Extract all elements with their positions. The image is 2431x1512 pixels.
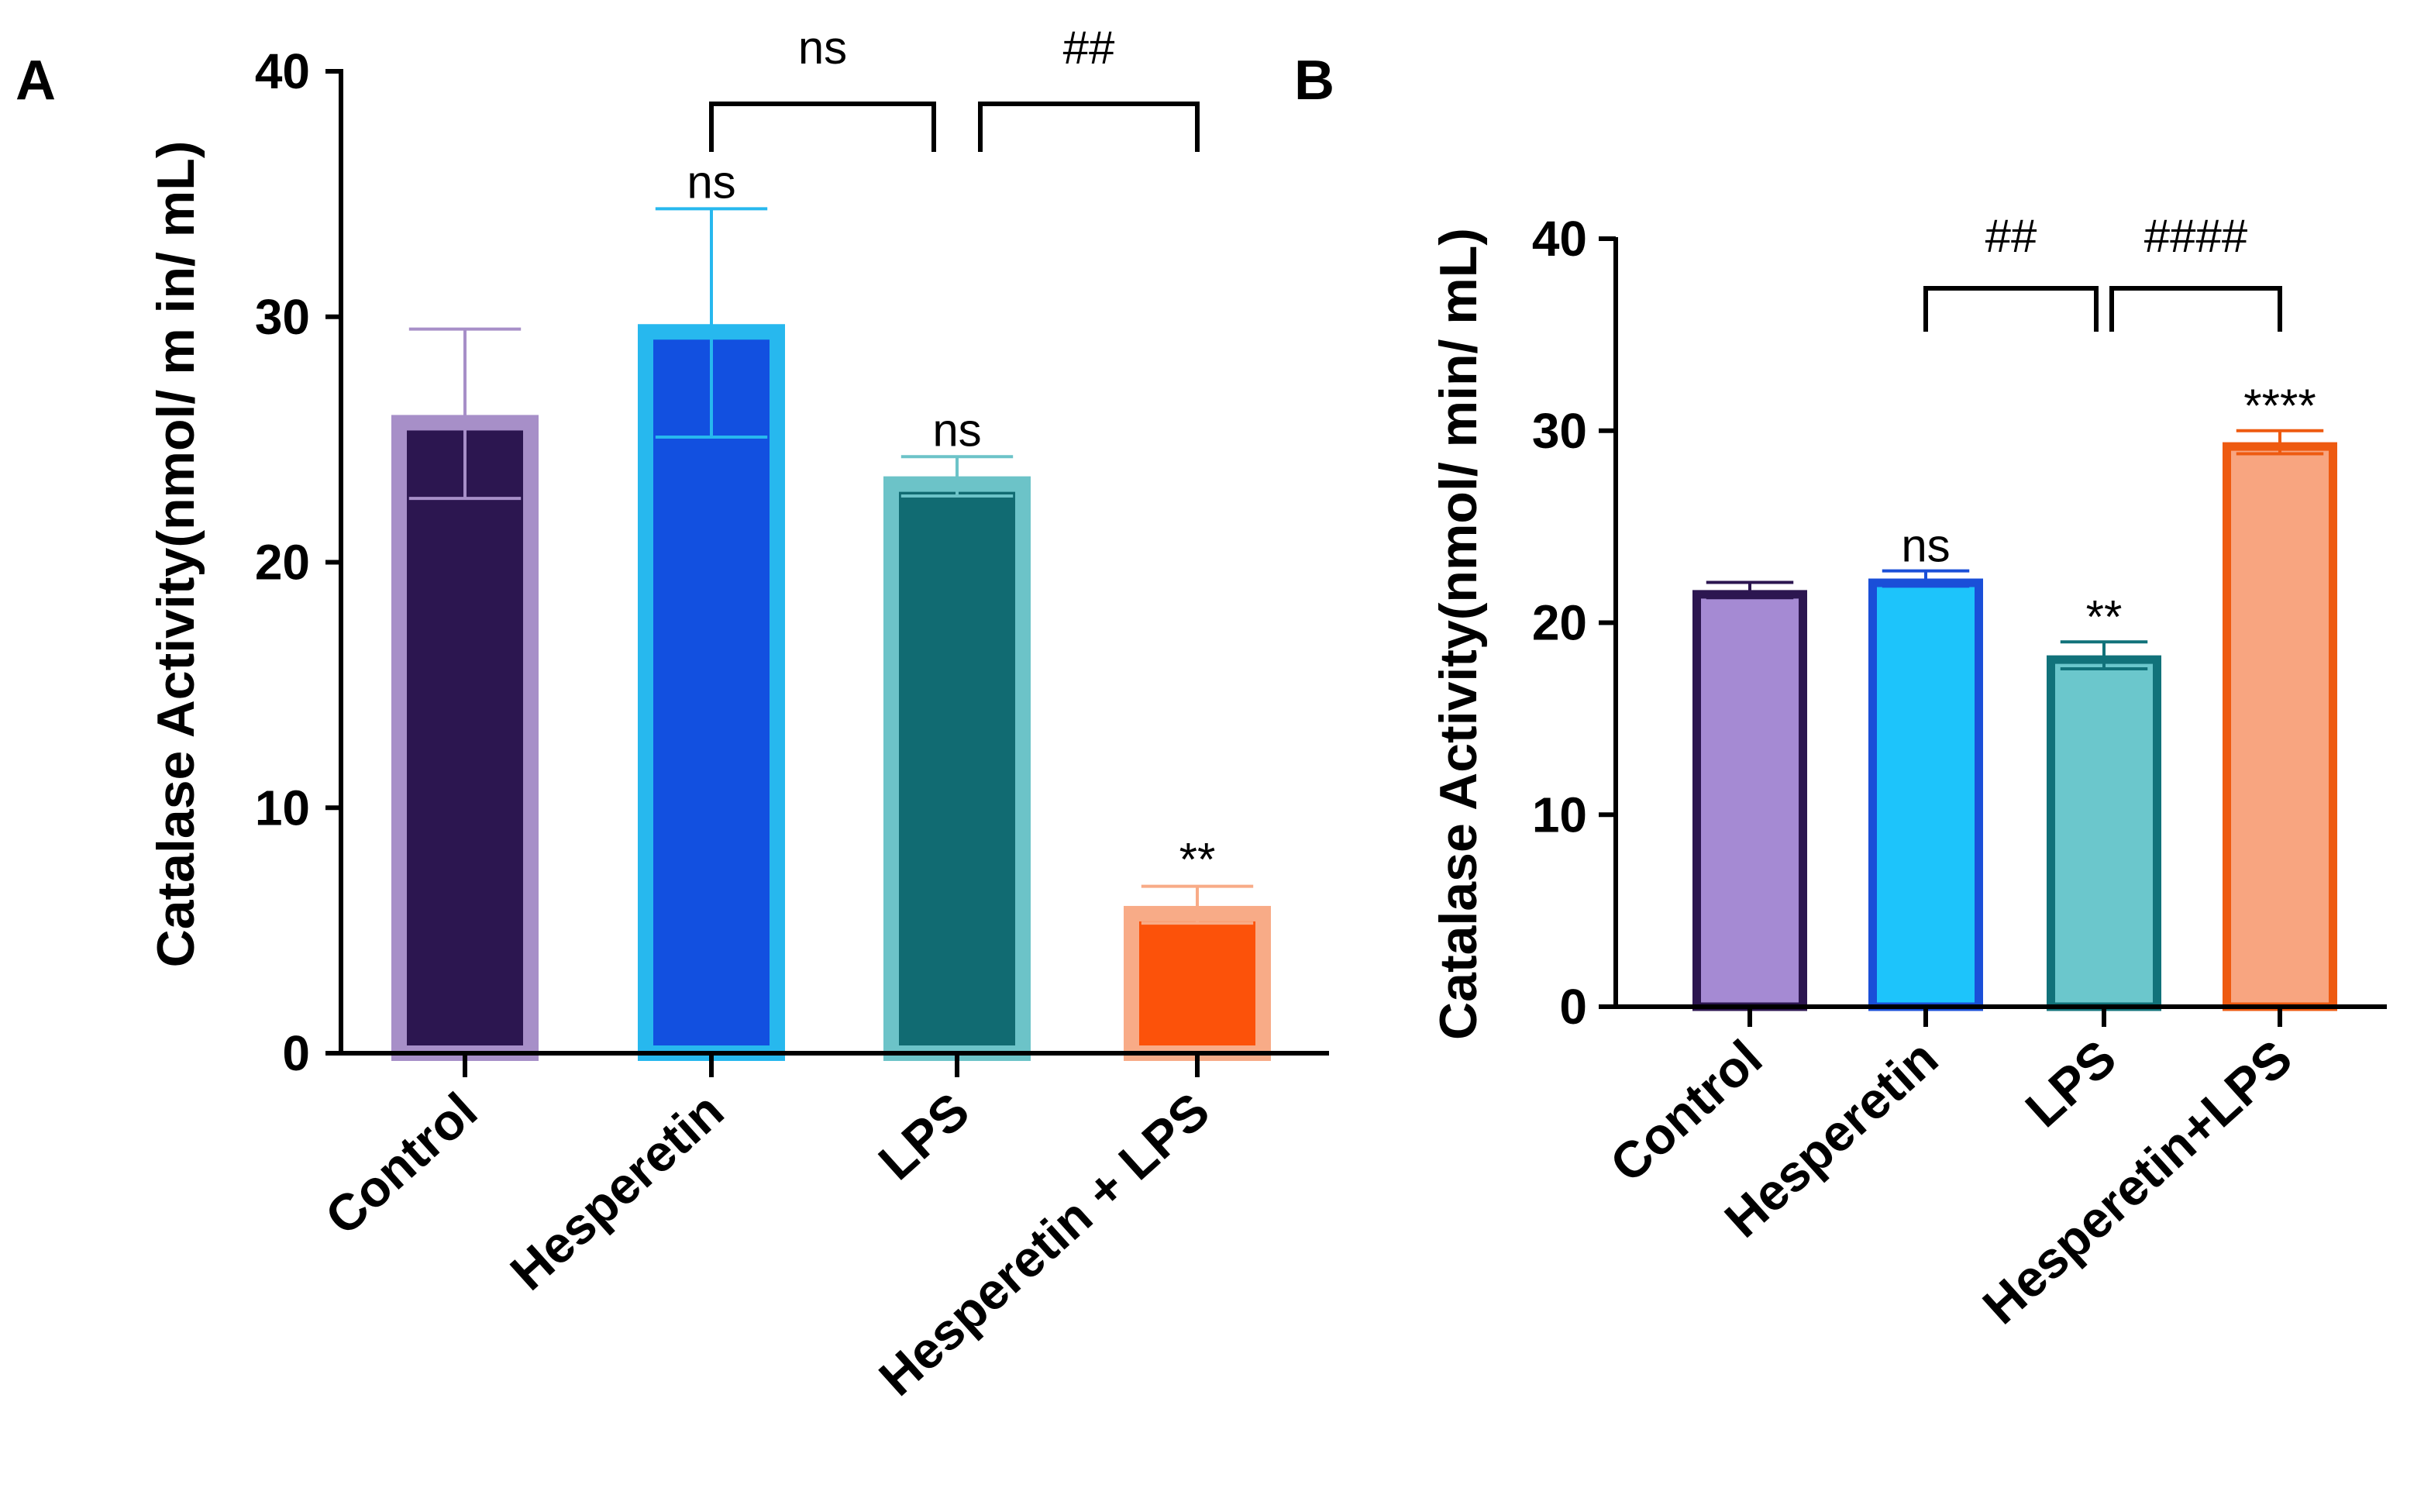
error-bar [655,207,768,439]
significance-label: **** [2243,380,2316,432]
panel-b-error-bars [1706,429,2324,670]
panel-b-comparisons: ## #### [1923,210,2282,332]
y-tick-label: 20 [1532,595,1587,651]
comparison-bracket: #### [2109,210,2282,332]
panel-b-y-ticks: 0 10 20 30 40 [1532,211,1616,1035]
error-bar [900,455,1014,498]
panel-a-y-axis-label: Catalase Activity(nmol/ m in/ mL) [146,141,205,968]
bar-hesperetin [1868,578,1983,1011]
bar-hesperetin [638,324,785,1061]
panel-a-bar-labels: ns ns ** [687,156,1215,885]
error-bar [1141,884,1254,925]
comparison-bracket-line [2109,286,2282,332]
bar-hesperetin-lps [2223,442,2337,1011]
x-tick-label: Hesperetin [499,1081,734,1300]
x-tick-label: Control [315,1081,488,1245]
bar-lps [2047,655,2161,1011]
y-tick-label: 10 [1532,787,1587,842]
y-tick-label: 30 [1532,403,1587,459]
significance-label: ns [932,404,981,456]
x-tick-label: LPS [867,1081,980,1190]
bar-control [1692,590,1807,1011]
significance-label: ns [1901,520,1950,572]
error-bar [1882,569,1970,588]
chart-panel-b: B Catalase Activity(nmol/ min/ mL) 0 10 20… [1294,50,2387,1335]
comparison-bracket-line [1923,286,2099,332]
comparison-label: ## [1985,210,2037,262]
y-tick-label: 10 [255,780,310,835]
panel-a-letter: A [15,50,56,112]
comparison-label: #### [2144,210,2248,262]
y-tick-label: 30 [255,289,310,345]
comparison-bracket: ## [1923,210,2099,332]
y-tick-label: 40 [255,43,310,99]
y-tick-label: 0 [282,1025,310,1081]
error-bar [2236,429,2324,456]
comparison-bracket: ns [709,22,936,152]
bar-control [391,415,539,1061]
comparison-label: ## [1063,22,1115,74]
panel-a-y-ticks: 0 10 20 30 40 [255,43,343,1081]
panel-a-comparisons: ns ## [709,22,1200,152]
comparison-bracket-line [709,102,936,152]
x-tick-label: Hesperetin+LPS [1971,1028,2302,1335]
significance-label: ns [687,156,735,208]
error-bar [2060,640,2148,670]
panel-b-y-axis-label: Catalase Activity(nmol/ min/ mL) [1429,228,1488,1040]
x-tick-label: Control [1599,1028,1773,1193]
chart-panel-a: A Catalase Activity(nmol/ m in/ mL) 0 10 2… [15,22,1329,1407]
panel-a-bars [391,324,1271,1061]
y-tick-label: 20 [255,535,310,591]
significance-label: ** [2086,591,2123,642]
comparison-bracket: ## [978,22,1200,152]
significance-label: ** [1179,834,1216,886]
comparison-bracket-line [978,102,1200,152]
error-bar [1706,580,1794,600]
panel-b-letter: B [1294,50,1334,112]
bar-hesperetin-lps [1124,905,1271,1061]
comparison-label: ns [798,22,847,74]
x-tick-label: LPS [2014,1028,2126,1138]
y-tick-label: 0 [1559,979,1587,1035]
error-bar [408,327,522,501]
bar-lps [883,476,1031,1061]
panel-b-bar-labels: ns****** [1901,380,2316,643]
panel-a-error-bars [408,207,1254,925]
panel-b-bars [1692,442,2337,1011]
y-tick-label: 40 [1532,211,1587,267]
